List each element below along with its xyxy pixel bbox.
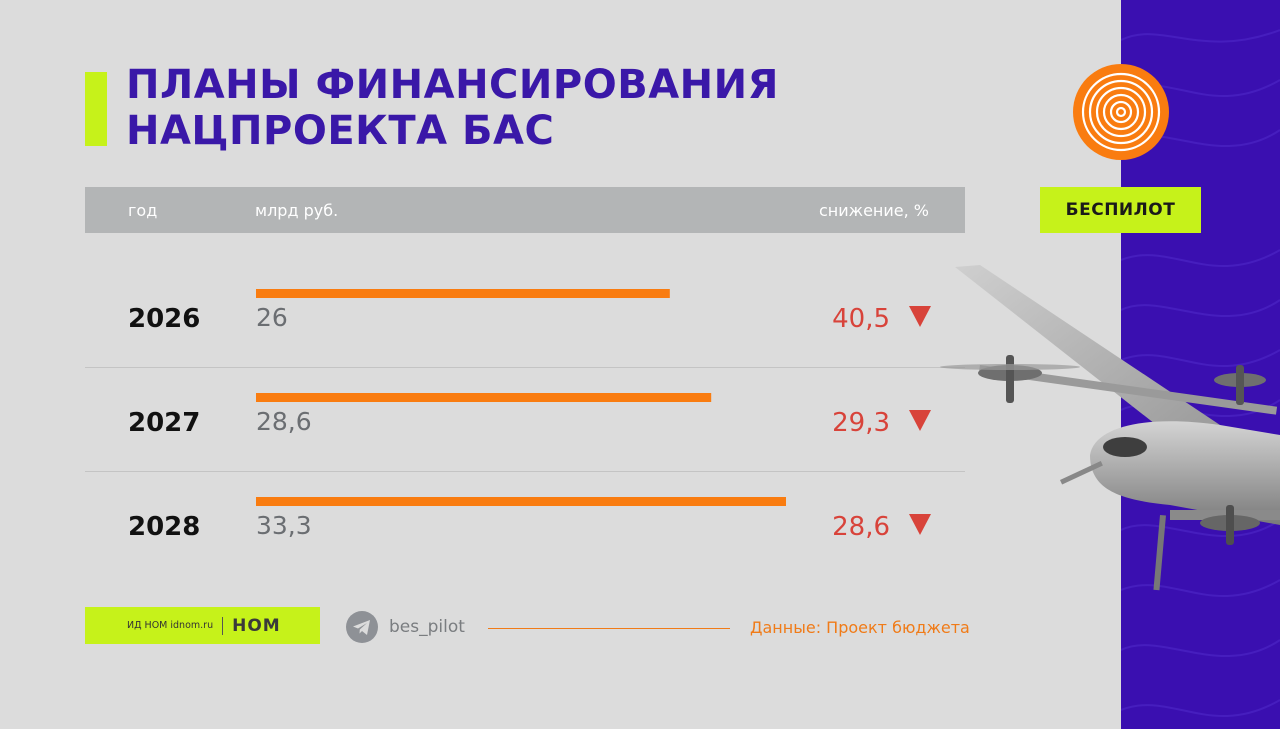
header-drop: снижение, %: [819, 201, 929, 220]
title-accent: [85, 72, 107, 146]
divider: [222, 616, 224, 635]
drop-label: 28,6: [832, 512, 890, 542]
concentric-logo-icon: [1073, 64, 1169, 160]
publisher-badge: ИД НОМ idnom.ru НОМ: [85, 607, 320, 644]
bar: [256, 289, 670, 298]
publisher-text: ИД НОМ idnom.ru: [127, 620, 214, 631]
row-divider: [85, 471, 965, 472]
header-value: млрд руб.: [255, 201, 339, 220]
down-triangle-icon: [909, 410, 931, 431]
telegram-handle[interactable]: bes_pilot: [389, 617, 465, 637]
row-divider: [85, 367, 965, 368]
telegram-icon: [346, 611, 378, 643]
down-triangle-icon: [909, 306, 931, 327]
title-line-1: ПЛАНЫ ФИНАНСИРОВАНИЯ: [126, 62, 779, 108]
bar: [256, 393, 712, 402]
drop-label: 40,5: [832, 304, 890, 334]
year-label: 2027: [128, 408, 200, 438]
source-note: Данные: Проект бюджета: [750, 618, 970, 637]
page-title: ПЛАНЫ ФИНАНСИРОВАНИЯ НАЦПРОЕКТА БАС: [126, 62, 826, 154]
table-header: год млрд руб. снижение, %: [85, 187, 965, 233]
drop-label: 29,3: [832, 408, 890, 438]
value-label: 26: [256, 303, 288, 332]
bar: [256, 497, 786, 506]
publisher-logo: НОМ: [232, 615, 281, 636]
value-label: 33,3: [256, 511, 312, 540]
down-triangle-icon: [909, 514, 931, 535]
drone-image: [940, 265, 1280, 591]
year-label: 2028: [128, 512, 200, 542]
year-label: 2026: [128, 304, 200, 334]
header-year: год: [128, 201, 158, 220]
brand-badge: БЕСПИЛОТ: [1040, 187, 1201, 233]
value-label: 28,6: [256, 407, 312, 436]
title-line-2: НАЦПРОЕКТА БАС: [126, 108, 555, 154]
footer-line: [488, 628, 730, 629]
